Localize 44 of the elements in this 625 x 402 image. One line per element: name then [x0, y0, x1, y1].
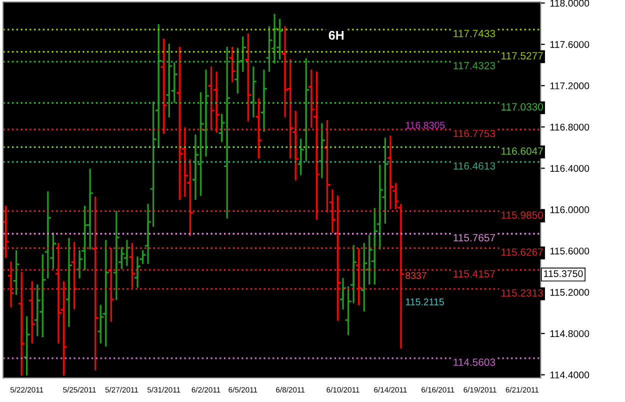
- y-tick-label: 116.4000: [550, 164, 590, 172]
- candlestick: [24, 316, 30, 376]
- ref-line-label: 115.2313: [502, 289, 543, 297]
- ref-line-label: 117.4323: [454, 62, 496, 70]
- text: 6H: [328, 30, 344, 40]
- annotation: 8337: [406, 272, 426, 280]
- y-tick-label: 117.6000: [550, 41, 590, 48]
- ref-line-label: 116.7753: [454, 130, 496, 138]
- candlestick: [66, 238, 72, 328]
- annotation: 115.2115: [406, 298, 444, 306]
- candlestick: [229, 46, 236, 82]
- ref-line-label: 116.6047: [502, 147, 543, 155]
- ref-line-label: 116.4613: [454, 162, 496, 170]
- annotation: 116.8305: [406, 122, 445, 129]
- candlestick: [318, 123, 326, 178]
- ref-line-label: 115.7657: [454, 234, 495, 242]
- y-tick-label: 116.8000: [550, 124, 590, 131]
- candlestick: [92, 196, 99, 370]
- ref-line-label: 115.6267: [502, 248, 543, 256]
- ref-line-label: 115.4157: [454, 270, 495, 278]
- ref-line-label: 115.9850: [502, 211, 544, 219]
- candlestick: [18, 272, 25, 376]
- y-tick-label: 115.2000: [550, 288, 590, 296]
- y-tick-label: 114.8000: [550, 330, 590, 338]
- candlestick: [28, 281, 36, 344]
- candlestick: [13, 250, 20, 296]
- y-tick-label: 118.0000: [550, 0, 590, 7]
- ref-line-label: 117.0330: [502, 103, 544, 111]
- y-tick-label: 116.0000: [550, 206, 590, 214]
- ref-line-label: 117.5277: [502, 52, 543, 60]
- candlestick: [108, 248, 114, 322]
- candlestick: [250, 66, 257, 118]
- y-tick-label: 115.6000: [550, 248, 590, 254]
- candlestick: [255, 98, 262, 159]
- y-tick-label: 114.4000: [550, 372, 590, 378]
- text: 115.3750: [544, 270, 583, 278]
- candlestick: [260, 69, 268, 132]
- candlestick: [244, 33, 252, 122]
- candlestick: [356, 248, 362, 306]
- ref-line-label: 117.7433: [454, 30, 496, 38]
- y-tick-label: 117.2000: [550, 82, 590, 90]
- ref-line-label: 114.5603: [454, 358, 496, 366]
- candlestick: [8, 261, 14, 308]
- candlestick: [160, 38, 168, 134]
